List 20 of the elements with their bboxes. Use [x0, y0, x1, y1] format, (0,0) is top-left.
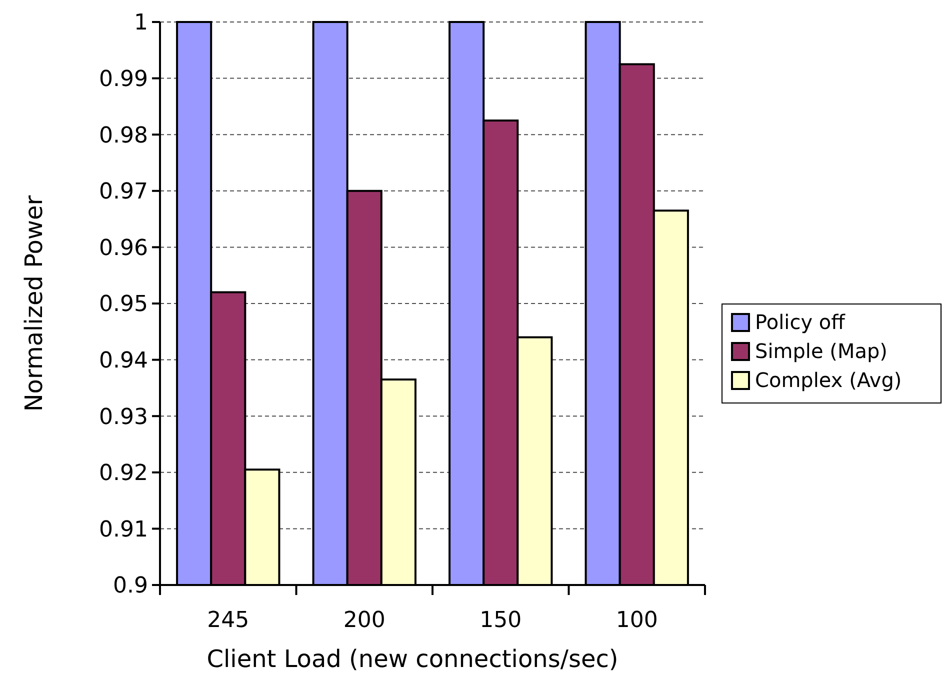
y-axis-title: Normalized Power [20, 195, 48, 412]
x-axis-title: Client Load (new connections/sec) [206, 645, 618, 673]
x-tick-label: 200 [343, 608, 386, 633]
y-tick-label: 1 [134, 10, 148, 36]
legend-label: Simple (Map) [755, 339, 888, 363]
y-tick-label: 0.98 [99, 123, 148, 148]
y-tick-label: 0.92 [99, 461, 148, 486]
y-tick-label: 0.97 [99, 180, 148, 205]
y-tick-label: 0.93 [99, 404, 148, 430]
y-tick-label: 0.91 [99, 517, 148, 542]
y-tick-label: 0.94 [99, 348, 148, 374]
y-tick-label: 0.95 [99, 292, 148, 318]
y-tick-label: 0.99 [99, 67, 148, 92]
legend-label: Complex (Avg) [755, 368, 902, 392]
x-tick-label: 150 [480, 608, 522, 633]
y-tick-label: 0.96 [99, 236, 148, 261]
x-tick-label: 100 [616, 608, 658, 633]
y-tick-label: 0.9 [113, 574, 148, 599]
legend-label: Policy off [755, 310, 846, 334]
x-tick-label: 245 [207, 608, 250, 633]
